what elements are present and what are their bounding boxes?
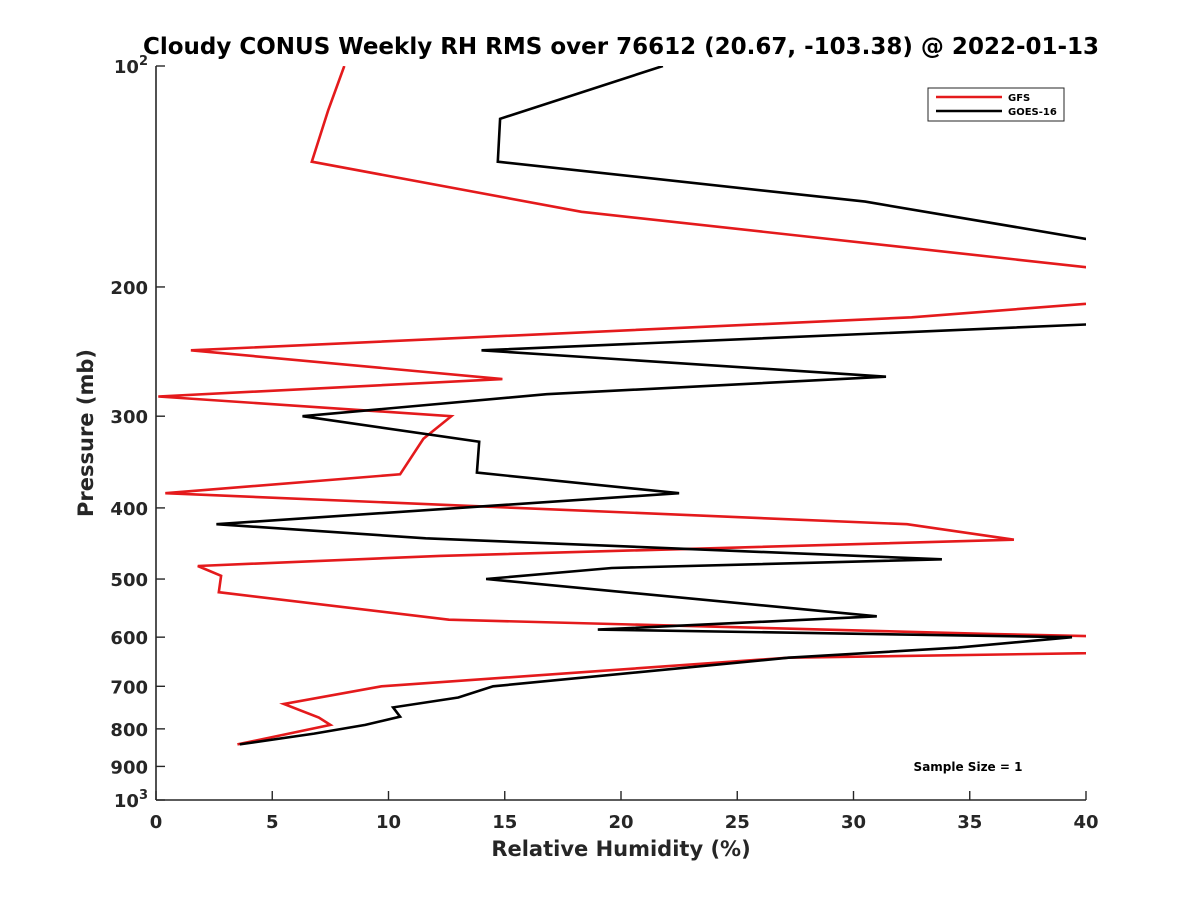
series-layer xyxy=(158,66,1086,746)
legend-label-gfs: GFS xyxy=(1008,93,1030,104)
y-tick-label: 900 xyxy=(110,757,148,778)
x-tick-label: 30 xyxy=(841,812,866,833)
y-axis-label: Pressure (mb) xyxy=(74,349,98,517)
y-tick-label: 102 xyxy=(114,54,148,78)
x-ticks: 0 5 10 15 20 25 30 35 40 xyxy=(150,791,1099,833)
x-tick-label: 20 xyxy=(608,812,633,833)
y-tick-label: 103 xyxy=(114,788,148,812)
y-ticks: 102 200 300 400 500 600 700 800 900 103 xyxy=(110,54,165,812)
legend-label-goes16: GOES-16 xyxy=(1008,107,1057,118)
x-axis-label: Relative Humidity (%) xyxy=(491,837,750,861)
y-tick-label: 400 xyxy=(110,499,148,520)
y-tick-label: 700 xyxy=(110,677,148,698)
legend-box xyxy=(927,87,1065,122)
series-line-goes16 xyxy=(216,66,1086,746)
x-tick-label: 0 xyxy=(150,812,163,833)
x-tick-label: 5 xyxy=(266,812,279,833)
x-tick-label: 10 xyxy=(376,812,401,833)
x-tick-label: 15 xyxy=(492,812,517,833)
series-line-gfs xyxy=(158,66,1086,746)
x-tick-label: 35 xyxy=(957,812,982,833)
y-tick-label: 300 xyxy=(110,407,148,428)
x-tick-label: 25 xyxy=(725,812,750,833)
sample-size-annotation: Sample Size = 1 xyxy=(914,760,1023,774)
y-tick-label: 500 xyxy=(110,570,148,591)
chart-title: Cloudy CONUS Weekly RH RMS over 76612 (2… xyxy=(143,34,1099,60)
y-tick-label: 200 xyxy=(110,278,148,299)
y-tick-label: 600 xyxy=(110,628,148,649)
x-tick-label: 40 xyxy=(1073,812,1098,833)
legend: GFS GOES-16 xyxy=(927,87,1065,122)
y-tick-label: 800 xyxy=(110,720,148,741)
